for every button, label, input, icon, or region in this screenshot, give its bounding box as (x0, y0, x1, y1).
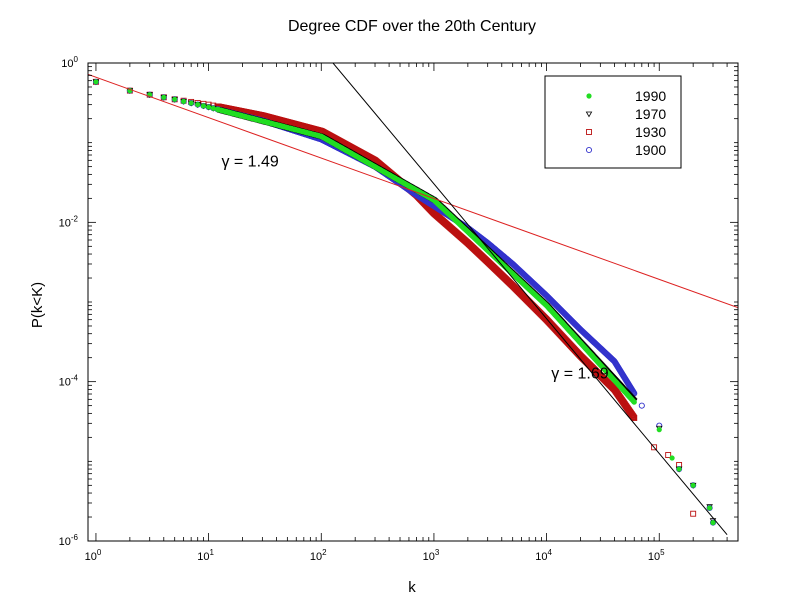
x-axis-label: k (408, 579, 416, 596)
y-tick-label-m6: 10-6 (59, 533, 79, 548)
fit-line-fit-1-49 (88, 73, 738, 309)
data-point-1990 (195, 101, 201, 108)
chart-title: Degree CDF over the 20th Century (288, 18, 536, 35)
legend-label-1930: 1930 (635, 124, 666, 140)
data-point-1990 (181, 98, 187, 104)
data-point-1900 (638, 402, 645, 409)
y-tick-label-m4: 10-4 (59, 374, 79, 389)
data-point-1930 (690, 510, 697, 517)
data-point-1990 (93, 79, 99, 85)
data-point-1990 (188, 100, 194, 106)
data-point-1970 (585, 111, 593, 118)
data-point-1930 (629, 413, 636, 419)
x-tick-label-1: 101 (197, 548, 214, 563)
y-axis-label: P(k<K) (29, 282, 46, 328)
data-point-1990 (656, 427, 662, 433)
data-point-1990 (206, 104, 212, 110)
annotations: γ = 1.49 γ = 1.69 (221, 154, 608, 383)
data-point-1930 (665, 452, 672, 458)
gamma-annotation-1: γ = 1.49 (221, 154, 278, 171)
data-point-1930 (651, 444, 658, 451)
data-point-1990 (586, 93, 592, 99)
data-point-1990 (707, 505, 713, 511)
data-point-1990 (669, 455, 675, 461)
fit-line-fit-1-69 (332, 63, 728, 536)
data-point-1990 (676, 466, 682, 472)
data-point-1930 (630, 413, 637, 420)
legend-box (544, 75, 682, 169)
data-point-1990 (200, 103, 207, 109)
data-point-1900 (585, 146, 593, 154)
data-point-1990 (210, 105, 216, 111)
data-point-1990 (172, 96, 178, 102)
y-tick-label-m2: 10-2 (59, 214, 79, 229)
legend: 1990 1970 1930 1900 (544, 75, 682, 169)
y-tick-label-0: 100 (61, 55, 78, 70)
data-point-1930 (630, 414, 637, 421)
x-tick-label-2: 102 (310, 548, 327, 563)
data-point-1930 (586, 129, 592, 135)
x-tick-label-4: 104 (535, 548, 552, 563)
x-tick-label-3: 103 (423, 548, 440, 563)
x-tick-label-0: 100 (85, 548, 102, 563)
legend-label-1990: 1990 (635, 88, 666, 104)
gamma-annotation-2: γ = 1.69 (551, 365, 608, 382)
legend-label-1970: 1970 (635, 106, 666, 122)
data-point-1990 (161, 94, 167, 100)
series-1990 (93, 79, 716, 526)
x-tick-label-5: 105 (648, 548, 665, 563)
data-point-1990 (690, 482, 696, 488)
data-point-1930 (631, 415, 638, 421)
plot-area (88, 63, 738, 536)
axes: 100 101 102 103 104 105 100 10-2 10-4 10-6 (59, 55, 739, 563)
legend-label-1900: 1900 (635, 142, 666, 158)
data-point-1990 (710, 520, 716, 526)
data-point-1990 (631, 399, 637, 405)
